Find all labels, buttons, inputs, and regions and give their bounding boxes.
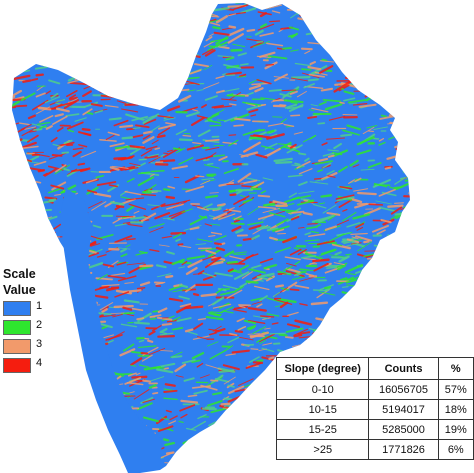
header-counts: Counts [368, 357, 439, 380]
cell-count: 5194017 [368, 399, 439, 420]
legend-title-scale: Scale [3, 267, 36, 281]
legend-item-4: 4 [3, 355, 63, 374]
cell-count: 1771826 [368, 439, 439, 460]
table-header-row: Slope (degree) Counts % [275, 357, 474, 380]
legend-item-3: 3 [3, 336, 63, 355]
legend-label-2: 2 [36, 319, 43, 331]
legend-swatch-4 [3, 358, 31, 373]
slope-statistics-table: Slope (degree) Counts % 0-10 16056705 57… [275, 357, 474, 460]
header-percent: % [437, 357, 474, 380]
legend-item-1: 1 [3, 298, 63, 317]
legend-label-1: 1 [36, 300, 43, 312]
legend-item-2: 2 [3, 317, 63, 336]
table-row: 15-25 5285000 19% [275, 419, 474, 440]
table-row: >25 1771826 6% [275, 439, 474, 460]
lake-tanganyika [60, 188, 162, 473]
legend: Scale Value 1 2 3 4 [3, 266, 63, 374]
cell-count: 16056705 [368, 379, 439, 400]
cell-percent: 6% [437, 439, 474, 460]
legend-title-value: Value [3, 283, 36, 297]
table-row: 0-10 16056705 57% [275, 379, 474, 400]
legend-label-4: 4 [36, 357, 43, 369]
cell-count: 5285000 [368, 419, 439, 440]
cell-percent: 18% [437, 399, 474, 420]
header-slope: Slope (degree) [275, 357, 370, 380]
legend-swatch-3 [3, 339, 31, 354]
cell-percent: 57% [437, 379, 474, 400]
cell-slope: >25 [275, 439, 370, 460]
cell-percent: 19% [437, 419, 474, 440]
cell-slope: 10-15 [275, 399, 370, 420]
legend-swatch-1 [3, 301, 31, 316]
table-row: 10-15 5194017 18% [275, 399, 474, 420]
cell-slope: 0-10 [275, 379, 370, 400]
legend-label-3: 3 [36, 338, 43, 350]
legend-swatch-2 [3, 320, 31, 335]
cell-slope: 15-25 [275, 419, 370, 440]
